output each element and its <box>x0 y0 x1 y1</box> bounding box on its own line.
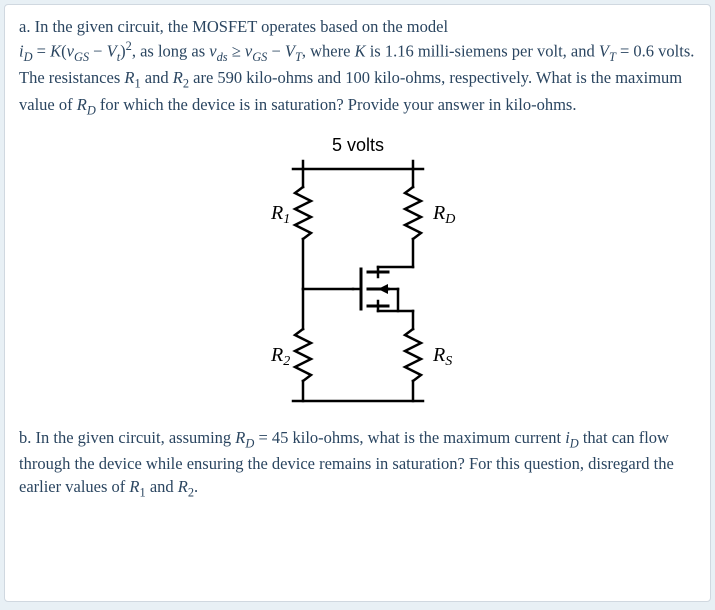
cond-v2s: GS <box>252 50 267 64</box>
eq-v1: v <box>67 42 74 61</box>
brd: R <box>235 428 245 447</box>
part-b-t3: kilo-ohms, what is the maximum current <box>288 428 565 447</box>
br1: R <box>129 477 139 496</box>
rds: D <box>87 103 96 117</box>
cond-v1: v <box>209 42 216 61</box>
circuit-svg: 5 volts R1 R2 RD RS <box>243 129 473 409</box>
brds: D <box>245 436 254 450</box>
voltage-label: 5 volts <box>331 135 383 155</box>
part-a-t8: and <box>141 68 173 87</box>
eq-v2: V <box>107 42 117 61</box>
part-a-t5: milli-siemens per volt, and <box>418 42 599 61</box>
r1val: 590 <box>217 68 242 87</box>
r1: R <box>124 68 134 87</box>
br2: R <box>178 477 188 496</box>
vt: V <box>599 42 609 61</box>
part-a-text: a. In the given circuit, the MOSFET oper… <box>19 15 696 119</box>
part-b-label: b. <box>19 428 31 447</box>
rd: R <box>77 95 87 114</box>
part-a-t10: kilo-ohms and <box>242 68 345 87</box>
part-a-t3: , where <box>302 42 355 61</box>
cond-v3: V <box>285 42 295 61</box>
part-a-label: a. <box>19 17 30 36</box>
brdval: 45 <box>272 428 289 447</box>
bids: D <box>570 436 579 450</box>
kval: 1.16 <box>385 42 414 61</box>
part-b-t2: = <box>254 428 272 447</box>
eq-lhs-sub: D <box>24 50 33 64</box>
part-b-t6: . <box>194 477 198 496</box>
kvar: K <box>355 42 366 61</box>
part-a-t12: for which the device is in saturation? P… <box>96 95 577 114</box>
r2val: 100 <box>345 68 370 87</box>
cond-v3s: T <box>295 50 302 64</box>
part-a-t1: In the given circuit, the MOSFET operate… <box>35 17 448 36</box>
rs-label: RS <box>432 344 452 369</box>
part-b-t5: and <box>146 477 178 496</box>
part-b-text: b. In the given circuit, assuming RD = 4… <box>19 426 696 502</box>
r2-label: R2 <box>270 344 290 369</box>
vts: T <box>609 50 616 64</box>
eq-eq: = <box>33 42 51 61</box>
eq-minus: − <box>89 42 107 61</box>
cond-minus: − <box>267 42 285 61</box>
part-b-t1: In the given circuit, assuming <box>36 428 236 447</box>
eq-v1s: GS <box>74 50 89 64</box>
r2: R <box>173 68 183 87</box>
rd-label: RD <box>432 202 455 227</box>
problem-container: a. In the given circuit, the MOSFET oper… <box>4 4 711 602</box>
part-a-t6: = <box>616 42 634 61</box>
part-a-t4: is <box>366 42 385 61</box>
r1-label: R1 <box>270 202 290 227</box>
part-a-t9: are <box>189 68 217 87</box>
vtval: 0.6 <box>633 42 654 61</box>
cond-op: ≥ <box>228 42 245 61</box>
circuit-diagram: 5 volts R1 R2 RD RS <box>19 129 696 415</box>
cond-v1s: ds <box>217 50 228 64</box>
eq-K: K <box>50 42 61 61</box>
part-a-t2: , as long as <box>132 42 209 61</box>
